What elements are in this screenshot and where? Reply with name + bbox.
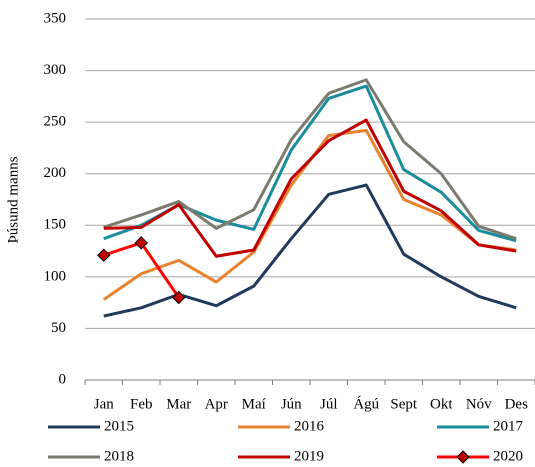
y-tick-label: 300 — [44, 62, 67, 78]
x-tick-label: Jan — [94, 396, 114, 412]
x-tick-label: Mar — [166, 396, 191, 412]
y-tick-label: 150 — [44, 217, 67, 233]
series-line — [103, 241, 180, 299]
y-tick-label: 350 — [44, 10, 67, 26]
x-tick-label: Maí — [242, 396, 266, 412]
legend-label: 2016 — [294, 418, 325, 434]
x-tick-label: Okt — [430, 396, 453, 412]
y-tick-label: 0 — [59, 371, 67, 387]
y-tick-label: 50 — [51, 320, 66, 336]
x-tick-label: Feb — [130, 396, 153, 412]
legend-label: 2018 — [104, 448, 134, 464]
y-tick-label: 100 — [44, 268, 67, 284]
legend-label: 2020 — [493, 448, 523, 464]
x-tick-label: Ágú — [353, 395, 379, 412]
x-tick-label: Jún — [281, 396, 302, 412]
legend-label: 2015 — [104, 418, 134, 434]
y-axis-label: Þúsund manns — [5, 156, 21, 243]
data-point — [134, 236, 148, 250]
series-line — [103, 78, 517, 241]
series-line — [103, 183, 517, 318]
data-point — [97, 248, 111, 262]
x-tick-label: Sept — [390, 396, 418, 412]
y-tick-label: 250 — [44, 114, 67, 130]
series-line — [103, 118, 517, 258]
x-tick-label: Nóv — [466, 396, 492, 412]
data-point — [172, 290, 186, 305]
x-tick-label: Apr — [205, 396, 228, 412]
legend-marker — [456, 450, 470, 464]
legend-label: 2017 — [493, 418, 524, 434]
x-tick-label: Des — [505, 396, 528, 412]
legend-label: 2019 — [294, 448, 324, 464]
x-tick-label: Júl — [320, 396, 338, 412]
y-tick-label: 200 — [44, 165, 67, 181]
